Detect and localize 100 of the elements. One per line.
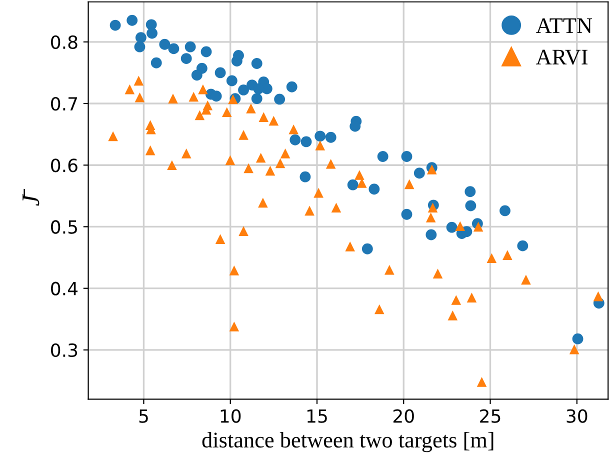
point bbox=[135, 32, 146, 44]
point bbox=[368, 184, 380, 195]
point bbox=[200, 46, 212, 58]
point bbox=[246, 104, 256, 114]
y-tick-label: 0.3 bbox=[51, 343, 78, 358]
x-axis-title: distance between two targets [m] bbox=[202, 432, 494, 452]
point bbox=[377, 151, 388, 162]
point bbox=[194, 110, 205, 120]
point bbox=[222, 107, 232, 118]
point bbox=[244, 163, 254, 174]
point bbox=[108, 131, 118, 142]
point bbox=[465, 200, 476, 212]
point bbox=[356, 178, 367, 188]
point bbox=[134, 41, 146, 52]
point bbox=[374, 304, 384, 314]
point bbox=[476, 377, 487, 387]
point bbox=[315, 140, 326, 150]
point bbox=[228, 94, 238, 104]
point bbox=[184, 41, 196, 52]
point bbox=[231, 56, 242, 66]
legend-label: ARVI bbox=[536, 50, 588, 65]
point bbox=[521, 274, 531, 285]
y-tick-label: 0.7 bbox=[51, 96, 78, 111]
legend-label: ATTN bbox=[536, 18, 592, 33]
point bbox=[300, 171, 311, 182]
point bbox=[290, 134, 301, 146]
point bbox=[268, 116, 279, 126]
point bbox=[304, 206, 314, 216]
point bbox=[229, 322, 240, 332]
x-tick-label: 25 bbox=[480, 409, 500, 423]
point bbox=[517, 240, 528, 252]
point bbox=[145, 145, 156, 156]
x-tick-label: 15 bbox=[307, 409, 327, 423]
point bbox=[215, 234, 226, 244]
point bbox=[134, 76, 144, 86]
point bbox=[146, 28, 158, 39]
point bbox=[126, 14, 138, 26]
point bbox=[326, 158, 336, 169]
point bbox=[466, 292, 477, 302]
point bbox=[251, 93, 262, 104]
point bbox=[225, 155, 236, 166]
point bbox=[347, 179, 358, 190]
point bbox=[486, 253, 497, 264]
point bbox=[288, 124, 299, 134]
point bbox=[238, 226, 248, 236]
point bbox=[464, 186, 476, 198]
point bbox=[414, 168, 425, 179]
point bbox=[451, 295, 462, 305]
point bbox=[345, 242, 355, 252]
point bbox=[168, 43, 180, 54]
point bbox=[256, 152, 266, 163]
point bbox=[265, 166, 276, 176]
y-tick-label: 0.5 bbox=[51, 220, 77, 234]
point bbox=[432, 268, 443, 278]
point bbox=[167, 160, 177, 170]
point bbox=[134, 92, 145, 102]
point bbox=[362, 243, 373, 254]
x-tick-label: 5 bbox=[139, 409, 148, 423]
point bbox=[446, 222, 458, 233]
point bbox=[280, 148, 290, 158]
x-tick-label: 20 bbox=[393, 409, 414, 423]
point bbox=[258, 198, 268, 208]
point bbox=[198, 84, 208, 94]
x-tick-label: 10 bbox=[220, 409, 241, 423]
point bbox=[448, 310, 458, 320]
point bbox=[110, 20, 121, 31]
x-tick-label: 30 bbox=[566, 409, 588, 423]
point bbox=[238, 130, 248, 140]
point bbox=[354, 170, 364, 180]
point bbox=[229, 266, 240, 276]
point bbox=[150, 57, 162, 68]
point bbox=[428, 202, 438, 213]
point bbox=[275, 158, 286, 168]
point bbox=[181, 148, 192, 158]
point bbox=[168, 94, 178, 104]
point bbox=[286, 81, 298, 92]
y-axis-title: J̄ bbox=[22, 188, 40, 206]
point bbox=[251, 58, 262, 69]
point bbox=[226, 75, 238, 86]
point bbox=[401, 208, 412, 220]
point bbox=[210, 90, 222, 102]
point bbox=[473, 222, 484, 232]
point bbox=[300, 136, 312, 148]
y-tick-label: 0.6 bbox=[51, 158, 78, 172]
y-tick-label: 0.4 bbox=[51, 282, 78, 296]
point bbox=[214, 67, 226, 78]
point bbox=[426, 212, 436, 222]
point bbox=[426, 229, 437, 240]
point bbox=[325, 132, 336, 143]
point bbox=[384, 264, 394, 275]
point bbox=[455, 221, 466, 232]
point bbox=[124, 84, 135, 94]
y-tick-label: 0.8 bbox=[51, 35, 78, 50]
point bbox=[159, 38, 170, 50]
point bbox=[191, 70, 202, 81]
point bbox=[401, 151, 412, 162]
point bbox=[426, 164, 437, 174]
point bbox=[572, 333, 584, 344]
point bbox=[500, 205, 510, 216]
point bbox=[258, 112, 269, 122]
